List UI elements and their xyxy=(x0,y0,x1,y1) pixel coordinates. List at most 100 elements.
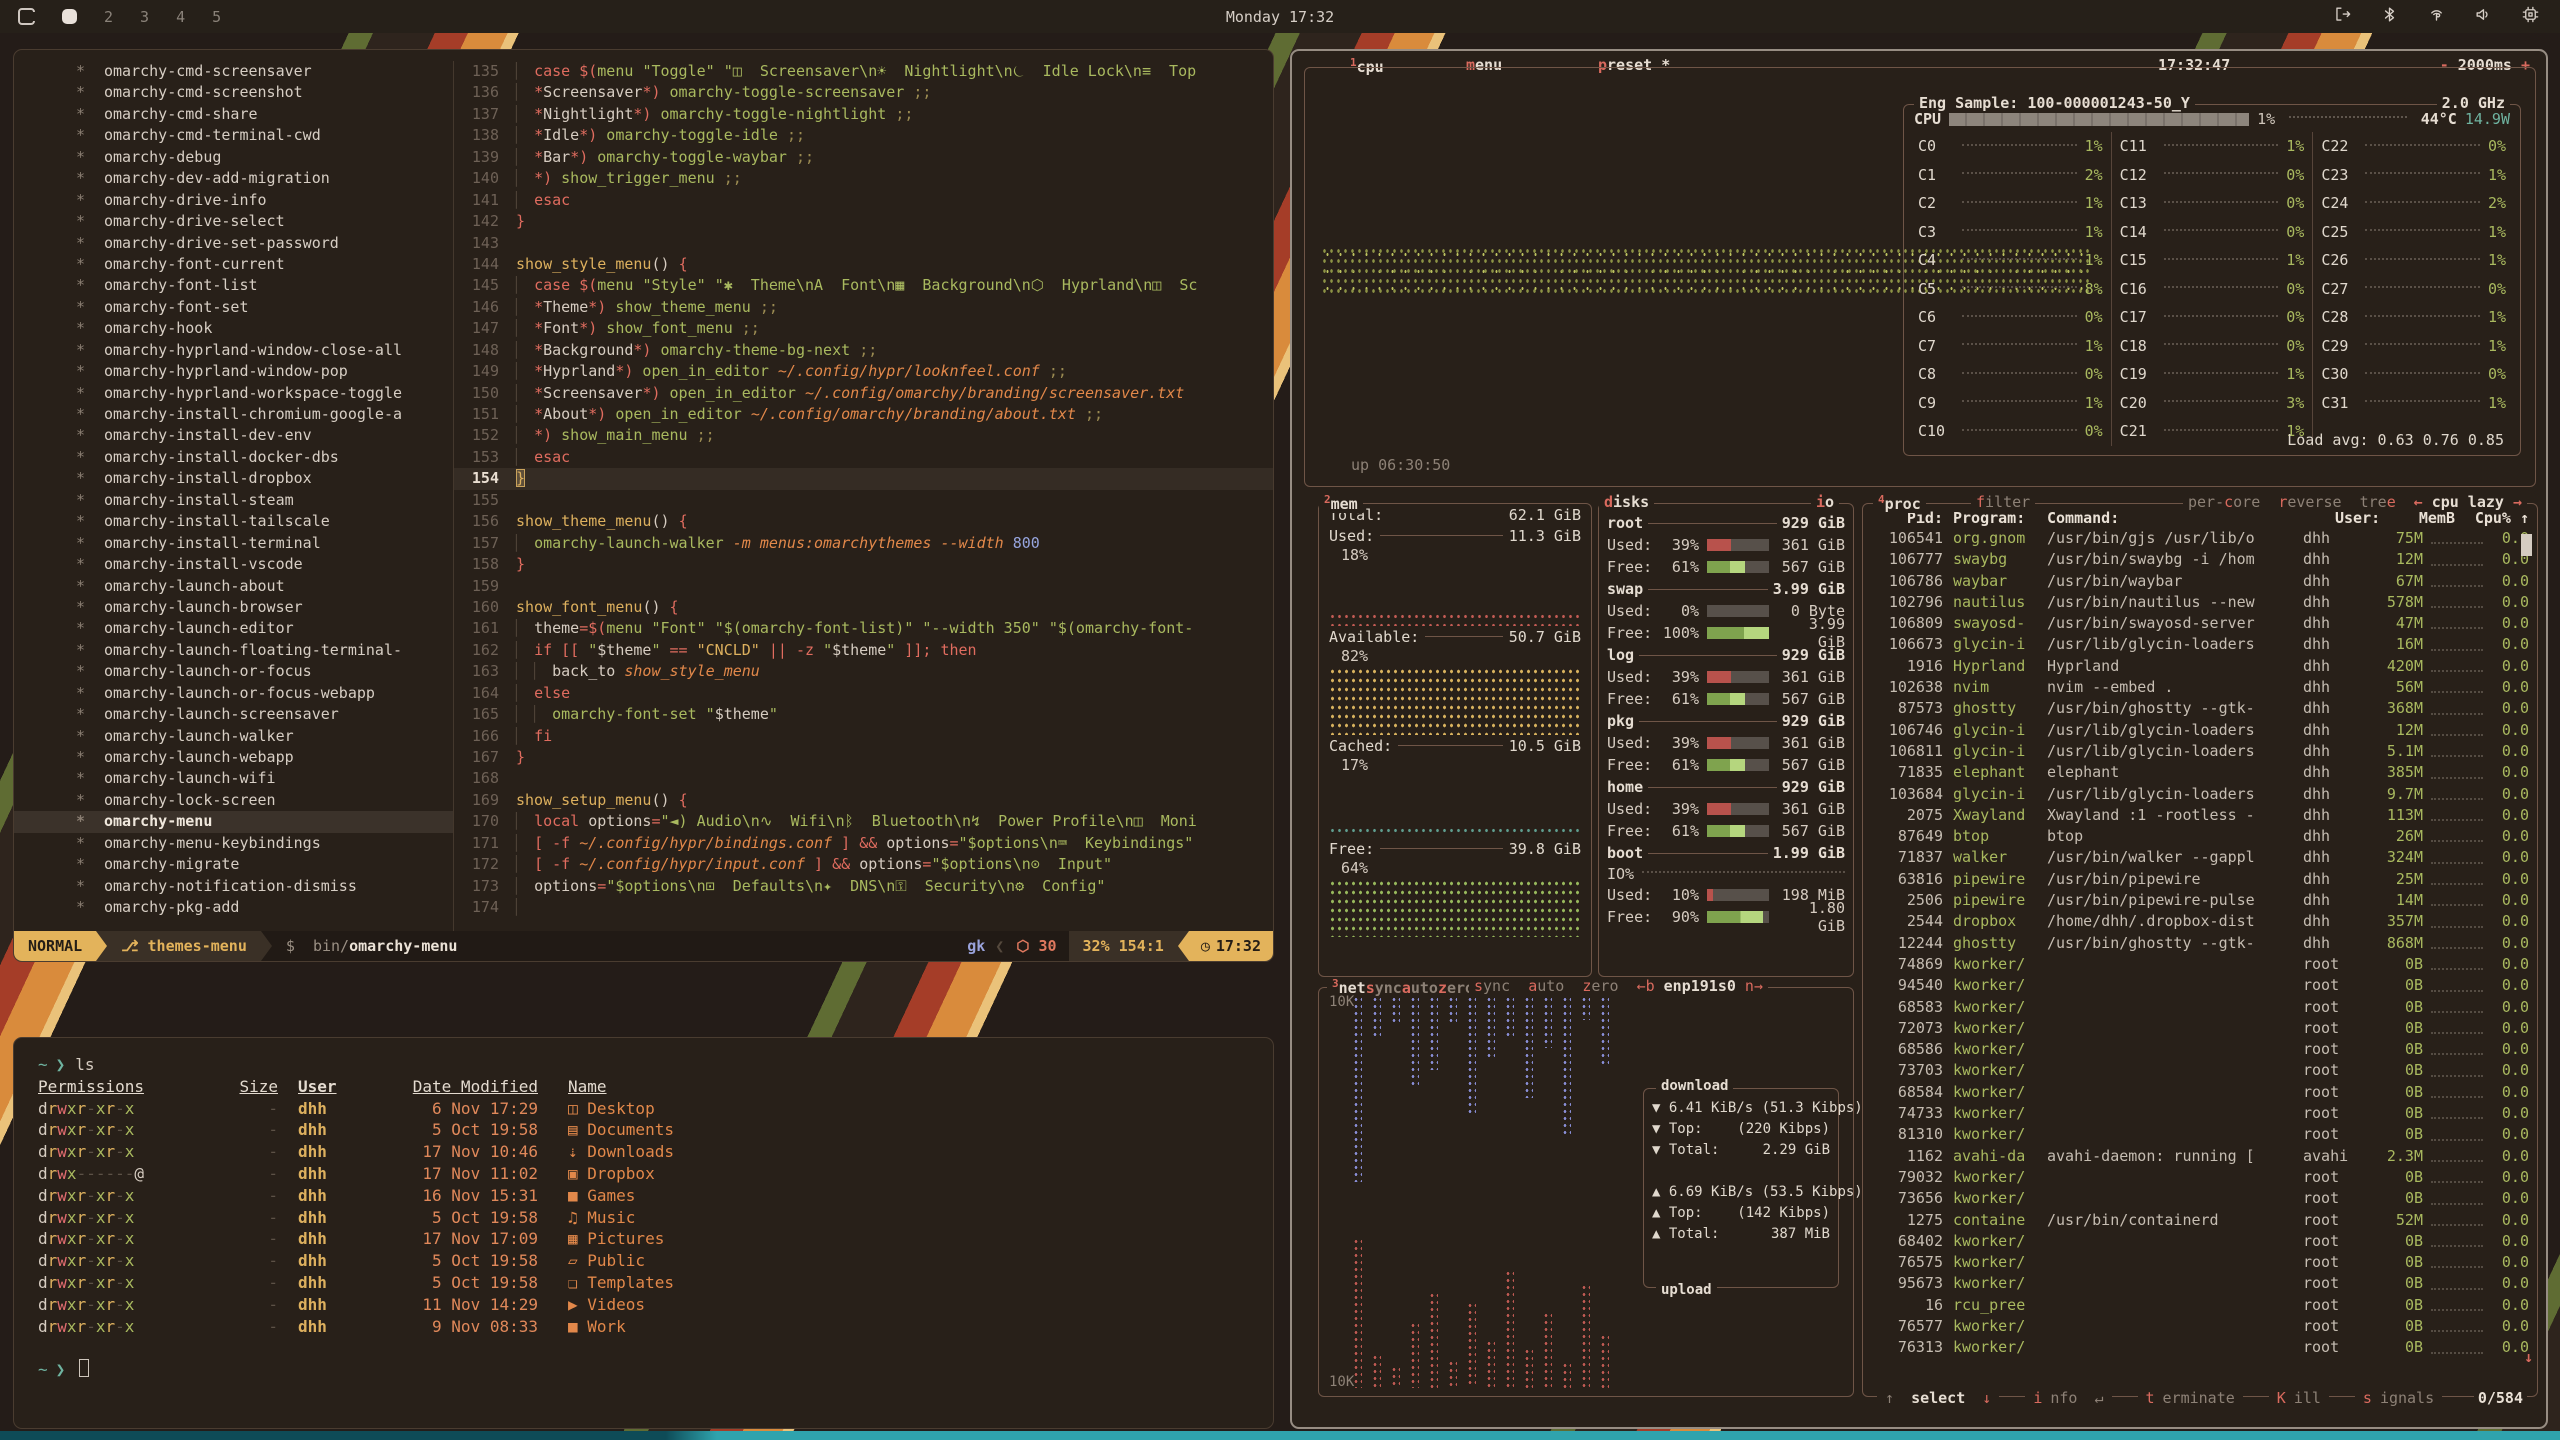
tree-item[interactable]: * omarchy-pkg-add xyxy=(14,897,453,918)
process-row[interactable]: 106673 glycin-i/usr/lib/glycin-loaders dhh… xyxy=(1888,635,2529,654)
tree-item[interactable]: * omarchy-launch-floating-terminal- xyxy=(14,640,453,661)
tree-item[interactable]: * omarchy-install-vscode xyxy=(14,554,453,575)
process-row[interactable]: 63816 pipewire/usr/bin/pipewire dhh 25M 0.0 xyxy=(1897,869,2529,888)
proc-col-header[interactable]: MemB xyxy=(2418,509,2455,527)
tree-item[interactable]: * omarchy-migrate xyxy=(14,854,453,875)
tree-item[interactable]: * omarchy-menu-keybindings xyxy=(14,833,453,854)
process-row[interactable]: 68586 kworker/root 0B 0.0 xyxy=(1897,1040,2529,1059)
process-row[interactable]: 87649 btop btop dhh 26M 0.0 xyxy=(1897,827,2529,846)
tree-item[interactable]: * omarchy-install-dropbox xyxy=(14,468,453,489)
tree-item[interactable]: * omarchy-launch-browser xyxy=(14,597,453,618)
process-filter[interactable]: filter xyxy=(1971,493,2036,511)
tree-item[interactable]: * omarchy-lock-screen xyxy=(14,790,453,811)
process-row[interactable]: 103684 glycin-i/usr/lib/glycin-loaders dhh… xyxy=(1888,784,2529,803)
info-hint[interactable]: i nfo ↵ xyxy=(2025,1389,2112,1407)
process-row[interactable]: 76575 kworker/root 0B 0.0 xyxy=(1897,1253,2529,1272)
tree-item[interactable]: * omarchy-launch-walker xyxy=(14,726,453,747)
select-hint[interactable]: ↑ select ↓ xyxy=(1877,1389,2000,1407)
process-row[interactable]: 71835 elephant elephant dhh 385M 0.0 xyxy=(1897,763,2529,782)
proc-col-header[interactable]: Cpu% ↑ xyxy=(2474,509,2529,527)
process-row[interactable]: 106541 org.gnom/usr/bin/gjs /usr/lib/o dhh… xyxy=(1888,529,2529,547)
tree-item[interactable]: * omarchy-debug xyxy=(14,147,453,168)
process-row[interactable]: 106746 glycin-i/usr/lib/glycin-loaders dhh… xyxy=(1888,720,2529,739)
proc-col-header[interactable]: Command: xyxy=(2047,509,2120,527)
tree-item[interactable]: * omarchy-hook xyxy=(14,318,453,339)
process-row[interactable]: 2544 dropbox/home/dhh/.dropbox-dist dhh 357… xyxy=(1906,912,2529,931)
signals-hint[interactable]: s ignals xyxy=(2354,1389,2443,1407)
net-mode-uto[interactable]: auto xyxy=(1528,977,1565,995)
net-mode-ync[interactable]: sync xyxy=(1474,977,1511,995)
proc-col-header[interactable]: User: xyxy=(2335,509,2381,527)
tree-item[interactable]: * omarchy-font-set xyxy=(14,297,453,318)
tree-item[interactable]: * omarchy-notification-dismiss xyxy=(14,876,453,897)
tree-item[interactable]: * omarchy-hyprland-workspace-toggle xyxy=(14,383,453,404)
tree-item[interactable]: * omarchy-launch-webapp xyxy=(14,747,453,768)
volume-icon[interactable] xyxy=(2474,5,2493,28)
tree-item[interactable]: * omarchy-install-chromium-google-a xyxy=(14,404,453,425)
tree-item[interactable]: * omarchy-drive-set-password xyxy=(14,233,453,254)
tree-item[interactable]: * omarchy-launch-or-focus-webapp xyxy=(14,683,453,704)
disks-panel-title[interactable]: disks xyxy=(1599,493,1655,511)
process-table-header[interactable]: Pid: Program: Command: User: MemB Cpu% ↑ xyxy=(1863,504,2537,528)
process-row[interactable]: 1162 avahi-da avahi-daemon: running [avahi… xyxy=(1906,1146,2529,1165)
process-row[interactable]: 102796 nautilus/usr/bin/nautilus --new dhh… xyxy=(1888,592,2529,611)
process-table[interactable]: 106541 org.gnom/usr/bin/gjs /usr/lib/o dhh… xyxy=(1863,528,2537,1359)
bluetooth-icon[interactable] xyxy=(2380,5,2399,28)
tree-item[interactable]: * omarchy-cmd-share xyxy=(14,104,453,125)
process-scrollbar[interactable] xyxy=(2521,534,2532,556)
tree-item[interactable]: * omarchy-font-list xyxy=(14,275,453,296)
process-row[interactable]: 73656 kworker/root 0B 0.0 xyxy=(1897,1189,2529,1208)
process-row[interactable]: 1916 Hyprland Hyprland dhh 420M 0.0 xyxy=(1906,656,2529,675)
neovim-window[interactable]: * omarchy-cmd-screensaver * omarchy-cmd-scr… xyxy=(13,49,1274,962)
process-row[interactable]: 2506 pipewire/usr/bin/pipewire-pulse dhh 14… xyxy=(1906,891,2529,910)
process-row[interactable]: 87573 ghostty/usr/bin/ghostty --gtk-dhh 36… xyxy=(1897,699,2529,718)
preset-button[interactable]: preset * xyxy=(1592,56,1677,74)
logout-icon[interactable] xyxy=(2333,5,2352,28)
tree-item[interactable]: * omarchy-hyprland-window-pop xyxy=(14,361,453,382)
process-nav[interactable]: ← cpu lazy → xyxy=(2408,493,2527,511)
tree-item[interactable]: * omarchy-install-dev-env xyxy=(14,425,453,446)
tree-item-active[interactable]: * omarchy-menu xyxy=(14,811,453,833)
update-interval[interactable]: - 2000ms + xyxy=(2433,56,2536,74)
process-row[interactable]: 71837 walker/usr/bin/walker --gappl dhh 324… xyxy=(1897,848,2529,867)
tree-item[interactable]: * omarchy-cmd-screensaver xyxy=(14,61,453,82)
process-options[interactable]: per-core reverse tree xyxy=(2183,493,2419,511)
process-row[interactable]: 2075 Xwayland Xwayland :1 -rootless - dhh 11… xyxy=(1906,805,2529,824)
tree-item[interactable]: * omarchy-install-steam xyxy=(14,490,453,511)
tree-item[interactable]: * omarchy-install-docker-dbs xyxy=(14,447,453,468)
tree-item[interactable]: * omarchy-launch-or-focus xyxy=(14,661,453,682)
process-row[interactable]: 74869 kworker/root 0B 0.0 xyxy=(1897,954,2529,973)
process-row[interactable]: 74733 kworker/root 0B 0.0 xyxy=(1897,1104,2529,1123)
workspace-1-active[interactable] xyxy=(62,9,77,24)
workspace-2[interactable]: 2 xyxy=(104,7,114,26)
tree-item[interactable]: * omarchy-launch-screensaver xyxy=(14,704,453,725)
process-row[interactable]: 106786 waybar/usr/bin/waybar dhh 67M 0.0 xyxy=(1888,571,2529,590)
tree-item[interactable]: * omarchy-dev-add-migration xyxy=(14,168,453,189)
tree-item[interactable]: * omarchy-cmd-terminal-cwd xyxy=(14,125,453,146)
process-row[interactable]: 72073 kworker/root 0B 0.0 xyxy=(1897,1018,2529,1037)
btop-window[interactable]: 1cpu menu preset * 17:32:47 - 2000ms + up 06… xyxy=(1290,49,2548,1429)
tree-item[interactable]: * omarchy-install-tailscale xyxy=(14,511,453,532)
tree-item[interactable]: * omarchy-cmd-screenshot xyxy=(14,82,453,103)
tree-item[interactable]: * omarchy-install-terminal xyxy=(14,533,453,554)
proc-col-header[interactable]: Program: xyxy=(1953,509,2026,527)
terminate-hint[interactable]: t erminate xyxy=(2137,1389,2243,1407)
workspace-5[interactable]: 5 xyxy=(212,7,222,26)
menu-button[interactable]: menu xyxy=(1460,56,1509,74)
net-interface[interactable]: ←b enp191s0 n→ xyxy=(1636,977,1763,995)
code-buffer[interactable]: 135 ▏ case $(menu "Toggle" "◫ Screensaver… xyxy=(454,61,1273,931)
tree-item[interactable]: * omarchy-launch-wifi xyxy=(14,768,453,789)
tree-item[interactable]: * omarchy-launch-about xyxy=(14,576,453,597)
tree-item[interactable]: * omarchy-font-current xyxy=(14,254,453,275)
process-row[interactable]: 76577 kworker/root 0B 0.0 xyxy=(1897,1316,2529,1335)
process-row[interactable]: 106777 swaybg/usr/bin/swaybg -i /hom dhh 12… xyxy=(1888,550,2529,569)
terminal-window[interactable]: ~ ❯ ls Permissions Size User Date Modified Name… xyxy=(13,1037,1274,1429)
process-row[interactable]: 94540 kworker/root 0B 0.0 xyxy=(1897,976,2529,995)
wifi-icon[interactable] xyxy=(2427,5,2446,28)
tab-cpu[interactable]: 1cpu xyxy=(1344,56,1390,76)
process-row[interactable]: 68583 kworker/root 0B 0.0 xyxy=(1897,997,2529,1016)
process-row[interactable]: 16 rcu_pree root 0B 0.0 xyxy=(1924,1295,2529,1314)
process-row[interactable]: 76313 kworker/root 0B 0.0 xyxy=(1897,1338,2529,1357)
workspace-4[interactable]: 4 xyxy=(176,7,186,26)
